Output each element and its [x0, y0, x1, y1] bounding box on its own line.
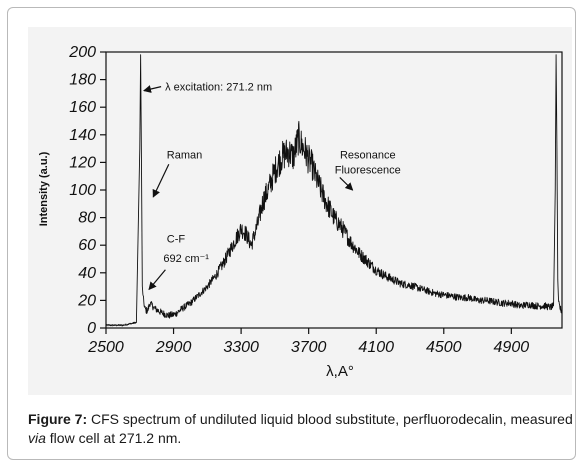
x-tick-label: 3700 [291, 339, 327, 356]
plot-panel: 0 20 40 60 80 100 120 140 160 180 200 2500 2900 3300 3… [28, 27, 572, 395]
annotation-label: Fluorescence [335, 164, 401, 176]
spectrum-line [105, 54, 563, 327]
x-axis-title: λ,A° [326, 363, 354, 380]
figure-caption: Figure 7: CFS spectrum of undiluted liqu… [28, 410, 578, 448]
y-tick-label: 60 [78, 237, 96, 254]
annotation-arrow [143, 85, 162, 93]
x-tick-label: 4900 [494, 339, 530, 356]
y-tick-label: 140 [69, 127, 96, 144]
annotation-label: C-F [167, 233, 186, 245]
annotation-label: Resonance [340, 149, 396, 161]
caption-text-end: flow cell at 271.2 nm. [45, 430, 182, 446]
y-tick-label: 120 [69, 154, 96, 171]
caption-text: CFS spectrum of undiluted liquid blood s… [87, 411, 573, 427]
y-tick-label: 180 [69, 72, 96, 89]
annotation-label: λ excitation: 271.2 nm [165, 82, 272, 94]
x-tick-label: 4500 [426, 339, 462, 356]
y-tick-label: 0 [87, 320, 96, 337]
spectrum-chart: 0 20 40 60 80 100 120 140 160 180 200 2500 2900 3300 3… [38, 44, 563, 380]
caption-italic: via [28, 430, 46, 446]
y-tick-label: 100 [69, 182, 96, 199]
y-tick-label: 160 [69, 99, 96, 116]
y-tick-label: 200 [68, 44, 96, 61]
y-tick-label: 40 [78, 265, 96, 282]
x-tick-label: 2900 [155, 339, 192, 356]
figure-frame: 0 20 40 60 80 100 120 140 160 180 200 2500 2900 3300 3… [7, 7, 576, 460]
annotation-arrow [148, 269, 166, 291]
annotation-arrow [339, 177, 354, 191]
y-tick-label: 20 [77, 292, 96, 309]
annotation-label: Raman [167, 149, 202, 161]
annotation-arrow [152, 164, 170, 198]
x-tick-label: 4100 [358, 339, 394, 356]
y-axis-title: Intensity (a.u.) [38, 151, 50, 226]
x-tick-label: 2500 [87, 339, 124, 356]
caption-label: Figure 7: [28, 411, 88, 427]
y-tick-label: 80 [78, 210, 96, 227]
x-tick-label: 3300 [223, 339, 259, 356]
annotation-label: 692 cm⁻¹ [163, 253, 209, 265]
